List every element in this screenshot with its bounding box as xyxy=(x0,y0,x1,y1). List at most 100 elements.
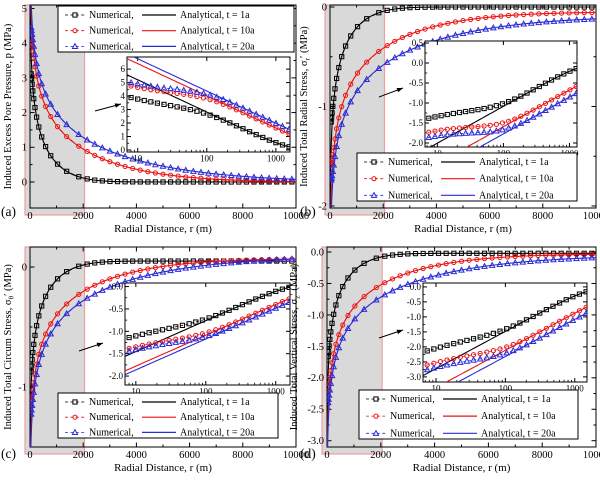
circle-marker xyxy=(219,324,226,330)
square-marker xyxy=(175,258,181,264)
inset-y-tick-label: 0.0 xyxy=(412,58,424,68)
inset-curves-a xyxy=(127,57,290,150)
circle-marker xyxy=(76,291,82,297)
circle-marker xyxy=(64,301,70,307)
square-marker xyxy=(336,293,342,299)
circle-marker xyxy=(399,34,405,41)
triangle-marker xyxy=(527,19,535,26)
arrow-head-icon xyxy=(114,103,121,108)
legend-numerical-label: Numerical, xyxy=(89,41,134,52)
y-tick-label: -1.0 xyxy=(307,310,324,321)
circle-marker xyxy=(179,335,186,341)
x-tick-label: 10000 xyxy=(283,450,309,461)
x-tick-label: 2000 xyxy=(73,211,94,222)
circle-marker xyxy=(64,133,70,140)
inset-y-tick-label: 1 xyxy=(121,132,126,142)
triangle-marker xyxy=(167,163,175,171)
inset-frame xyxy=(422,282,588,383)
triangle-marker xyxy=(30,406,36,413)
circle-marker xyxy=(430,24,436,30)
triangle-marker xyxy=(232,101,240,108)
square-marker xyxy=(174,104,180,110)
legend-analytical-label: Analytical, t = 1a xyxy=(180,397,250,408)
triangle-marker xyxy=(331,152,339,160)
square-marker xyxy=(339,54,345,60)
triangle-marker xyxy=(258,256,265,264)
triangle-marker xyxy=(140,81,148,88)
circle-marker xyxy=(523,335,530,342)
triangle-marker xyxy=(232,321,240,329)
triangle-marker xyxy=(496,351,504,358)
square-marker xyxy=(583,289,587,295)
triangle-marker xyxy=(354,86,362,94)
circle-marker xyxy=(246,113,253,119)
square-marker xyxy=(497,328,503,334)
triangle-marker xyxy=(265,174,273,181)
circle-marker xyxy=(414,28,421,35)
triangle-marker xyxy=(220,259,228,267)
triangle-marker xyxy=(511,122,519,129)
inset-numerical-curve-t1a xyxy=(127,96,290,148)
triangle-marker xyxy=(588,254,596,261)
square-marker xyxy=(490,330,497,336)
triangle-marker xyxy=(174,165,182,172)
square-marker xyxy=(160,258,166,264)
triangle-marker xyxy=(443,361,451,368)
square-marker xyxy=(524,90,530,96)
triangle-marker xyxy=(523,116,531,123)
square-marker xyxy=(566,5,572,10)
square-marker xyxy=(576,291,583,297)
square-marker xyxy=(36,124,42,130)
square-marker xyxy=(48,284,54,290)
circle-marker xyxy=(175,173,181,179)
inset-x-tick-label: 1000 xyxy=(566,384,585,394)
triangle-marker xyxy=(259,113,267,120)
panel-c: 0 2000 4000 6000 8000 10000 0 -1 Radial Distance… xyxy=(1,246,309,474)
circle-marker xyxy=(521,11,527,18)
circle-marker xyxy=(490,14,496,20)
circle-marker xyxy=(389,276,396,282)
triangle-marker xyxy=(467,28,475,35)
square-marker xyxy=(34,323,40,329)
inset-y-tick-label: -2.0 xyxy=(409,138,424,148)
triangle-marker xyxy=(406,46,414,53)
square-marker xyxy=(469,108,475,114)
square-marker xyxy=(392,6,398,12)
triangle-marker xyxy=(106,283,114,290)
circle-marker xyxy=(537,329,543,335)
square-marker xyxy=(30,349,36,356)
triangle-marker xyxy=(179,337,186,344)
inset-x-tick-label: 10 xyxy=(431,384,441,394)
x-axis-title: Radial Distance, r (m) xyxy=(414,223,512,235)
triangle-marker xyxy=(527,257,534,264)
triangle-marker xyxy=(504,259,511,267)
y-tick-label: -1.5 xyxy=(307,342,324,353)
inset-y-tick-label: -1.0 xyxy=(407,312,422,322)
square-marker xyxy=(161,101,167,108)
triangle-marker xyxy=(129,275,137,282)
circle-marker xyxy=(336,115,342,121)
square-marker xyxy=(30,369,34,375)
x-tick-label: 6000 xyxy=(479,211,500,222)
triangle-marker xyxy=(351,315,359,322)
legend-numerical-label: Numerical, xyxy=(390,428,435,439)
triangle-marker xyxy=(330,167,337,175)
square-marker xyxy=(470,336,477,342)
y-axis-title: Induced Excess Pore Pressure, p (MPa) xyxy=(3,23,14,189)
inset-analytical-line-t20a xyxy=(132,57,290,131)
x-tick-label: 10000 xyxy=(583,211,600,222)
square-marker xyxy=(226,307,232,313)
triangle-marker xyxy=(30,42,38,49)
circle-marker xyxy=(536,11,542,17)
triangle-marker xyxy=(47,330,55,337)
square-marker xyxy=(207,112,213,118)
y-tick-label: -2.0 xyxy=(307,373,324,384)
square-marker xyxy=(364,16,370,22)
square-marker xyxy=(373,255,379,261)
legend-frame xyxy=(57,392,279,439)
triangle-marker xyxy=(167,266,175,274)
y-tick-label: -2 xyxy=(318,201,327,212)
triangle-marker xyxy=(458,266,465,273)
triangle-marker xyxy=(186,87,194,94)
square-marker xyxy=(567,68,573,74)
